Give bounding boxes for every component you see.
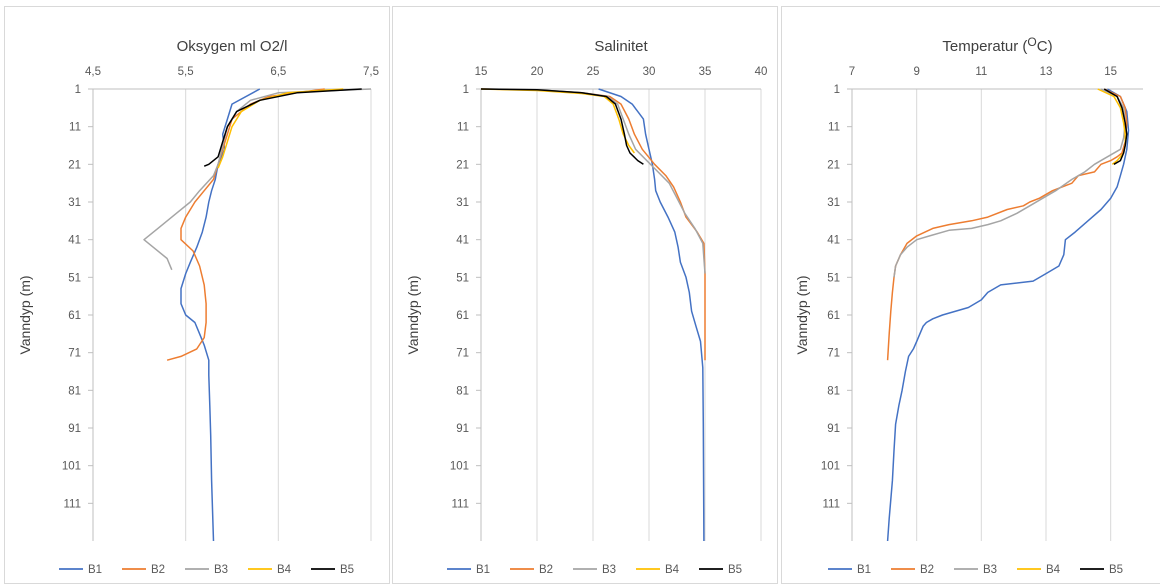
legend-label-b4: B4 — [1046, 564, 1061, 576]
legend-label-b3: B3 — [602, 564, 616, 576]
y-tick-label: 61 — [827, 310, 840, 322]
y-tick-label: 101 — [62, 461, 81, 473]
y-tick-label: 71 — [827, 348, 840, 360]
legend-label-b2: B2 — [920, 564, 934, 576]
y-tick-label: 11 — [828, 122, 840, 134]
series-line-b5 — [1103, 88, 1128, 165]
series-line-b5 — [481, 88, 644, 165]
legend-label-b2: B2 — [151, 564, 165, 576]
legend-label-b3: B3 — [214, 564, 228, 576]
x-tick-label: 15 — [475, 66, 488, 78]
x-tick-label: 5,5 — [178, 66, 194, 78]
y-tick-label: 51 — [827, 272, 840, 284]
y-tick-label: 111 — [64, 498, 81, 510]
chart-title: Oksygen ml O2/l — [177, 38, 288, 55]
series-line-b2 — [166, 88, 325, 361]
legend-label-b1: B1 — [476, 564, 490, 576]
x-tick-label: 7 — [849, 66, 855, 78]
title-unit: C) — [1037, 38, 1053, 55]
legend-label-b4: B4 — [277, 564, 292, 576]
y-tick-label: 51 — [456, 272, 469, 284]
y-tick-label: 1 — [463, 84, 469, 96]
x-tick-label: 7,5 — [363, 66, 379, 78]
series-line-b1 — [886, 88, 1130, 542]
x-tick-label: 35 — [699, 66, 712, 78]
y-axis-label: Vanndyp (m) — [405, 275, 421, 354]
x-tick-label: 40 — [755, 66, 768, 78]
series-line-b4 — [217, 88, 344, 169]
x-tick-label: 9 — [913, 66, 919, 78]
y-tick-label: 51 — [68, 272, 81, 284]
y-tick-label: 91 — [68, 423, 81, 435]
series-line-b3 — [143, 88, 371, 271]
legend-label-b5: B5 — [340, 564, 354, 576]
y-tick-label: 81 — [456, 385, 469, 397]
y-tick-label: 21 — [68, 159, 81, 171]
y-tick-label: 41 — [68, 235, 81, 247]
legend-label-b5: B5 — [1109, 564, 1123, 576]
series-line-b4 — [1097, 88, 1126, 165]
panel-salinity: 1 11 21 31 41 51 61 71 81 91 101 111 15 20 25 30 35 40 Sal… — [392, 6, 778, 584]
y-axis-label: Vanndyp (m) — [794, 275, 810, 354]
y-tick-label: 111 — [823, 498, 840, 510]
series-line-b2 — [886, 88, 1128, 361]
y-axis-label: Vanndyp (m) — [17, 275, 33, 354]
panel-temperature: 1 11 21 31 41 51 61 71 81 91 101 111 7 9 11 13 15 Tempera… — [781, 6, 1160, 584]
series-line-b3 — [893, 88, 1126, 278]
y-tick-label: 31 — [68, 197, 81, 209]
x-tick-label: 20 — [531, 66, 544, 78]
legend-label-b3: B3 — [983, 564, 997, 576]
y-tick-label: 61 — [68, 310, 81, 322]
x-tick-label: 4,5 — [85, 66, 101, 78]
y-tick-label: 31 — [827, 197, 840, 209]
y-tick-label: 1 — [834, 84, 840, 96]
y-tick-label: 71 — [68, 348, 81, 360]
y-tick-label: 91 — [456, 423, 469, 435]
chart-title: Salinitet — [594, 38, 648, 55]
y-tick-label: 41 — [827, 235, 840, 247]
title-superscript: O — [1027, 35, 1036, 49]
y-tick-label: 81 — [68, 385, 81, 397]
x-tick-label: 13 — [1040, 66, 1053, 78]
x-tick-label: 25 — [587, 66, 600, 78]
y-tick-label: 91 — [827, 423, 840, 435]
y-tick-label: 61 — [456, 310, 469, 322]
y-tick-label: 111 — [452, 498, 469, 510]
chart-title: Temperatur (OC) — [942, 35, 1052, 55]
y-tick-label: 11 — [69, 122, 81, 134]
y-tick-label: 21 — [827, 159, 840, 171]
legend-label-b5: B5 — [728, 564, 742, 576]
series-line-b5 — [203, 88, 362, 167]
y-tick-label: 21 — [456, 159, 469, 171]
title-text: Temperatur ( — [942, 38, 1027, 55]
x-tick-label: 6,5 — [270, 66, 286, 78]
legend-label-b4: B4 — [665, 564, 680, 576]
series-line-b1 — [598, 88, 705, 542]
y-tick-label: 101 — [821, 461, 840, 473]
x-tick-label: 11 — [975, 66, 987, 78]
y-tick-label: 41 — [456, 235, 469, 247]
y-tick-label: 81 — [827, 385, 840, 397]
legend-label-b1: B1 — [88, 564, 102, 576]
legend-label-b2: B2 — [539, 564, 553, 576]
y-tick-label: 1 — [75, 84, 81, 96]
panel-oxygen: 1 11 21 31 41 51 61 71 81 91 101 111 4,5 5,5 6,5 7,5 Oks… — [4, 6, 390, 584]
y-tick-label: 71 — [456, 348, 469, 360]
y-tick-label: 31 — [456, 197, 469, 209]
y-tick-label: 101 — [450, 461, 469, 473]
y-tick-label: 11 — [457, 122, 469, 134]
legend-label-b1: B1 — [857, 564, 871, 576]
x-tick-label: 15 — [1104, 66, 1117, 78]
x-tick-label: 30 — [643, 66, 656, 78]
